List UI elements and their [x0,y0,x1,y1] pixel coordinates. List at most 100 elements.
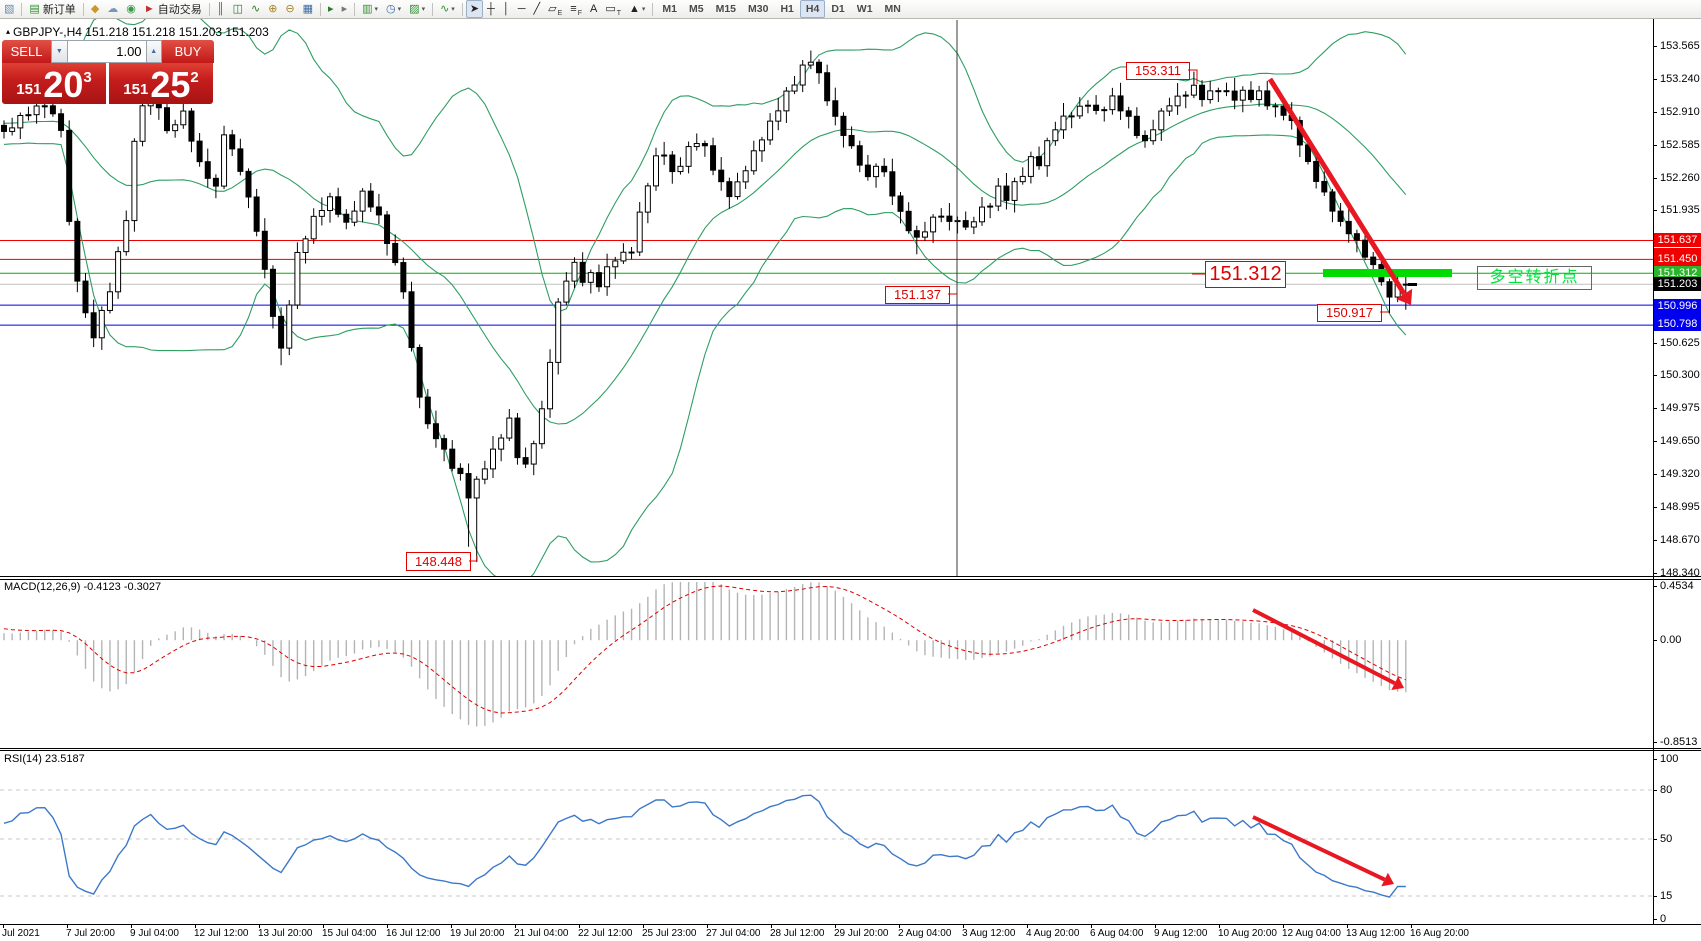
line-chart-icon-glyph: ∿ [250,3,261,15]
price-label-148448[interactable]: 148.448 [406,552,471,571]
macd-tick-label: 0.00 [1660,634,1682,646]
price-line-label: 151.312 [1654,266,1701,280]
tf-m5[interactable]: M5 [689,3,704,15]
price-line-label: 151.637 [1654,233,1701,247]
zoom-out-icon[interactable]: ⊖ [281,0,298,18]
trendline-icon-glyph: ╱ [533,3,541,15]
news-sound-icon[interactable]: ◉ [122,0,140,18]
time-tick [1091,925,1092,928]
text-label-icon[interactable]: ▭ T [605,3,621,17]
time-tick [963,925,964,928]
time-tick-label: 3 Aug 12:00 [962,928,1016,939]
time-tick-label: 19 Jul 20:00 [450,928,505,939]
price-label-151312[interactable]: 151.312 [1205,261,1286,288]
text-icon[interactable]: A [586,0,601,18]
rsi-tick-label: 0 [1660,913,1667,925]
candle-chart-icon-glyph: ◫ [232,3,243,15]
toolbar-separator [461,2,463,16]
pane-divider[interactable] [0,750,1701,751]
rsi-pane-canvas[interactable] [0,751,1653,924]
time-tick [899,925,900,928]
pane-divider[interactable] [0,748,1701,749]
tf-h4[interactable]: H4 [799,0,826,18]
tf-d1[interactable]: D1 [831,3,845,15]
tf-m15[interactable]: M15 [715,3,737,15]
price-tick [1653,540,1657,541]
shift-end-icon-glyph: ▸ [328,3,334,15]
channel-icon[interactable]: ▱ E [548,3,563,17]
eraser-icon[interactable]: ◆ [87,0,103,18]
time-tick [515,925,516,928]
macd-tick-label: 0.4534 [1660,580,1694,592]
sell-button[interactable]: SELL [2,40,52,63]
tf-h1[interactable]: H1 [780,3,794,15]
new-order-button[interactable]: ▤ 新订单 [29,3,76,16]
cursor-icon[interactable]: ➤ [465,0,484,18]
price-tick-label: 149.975 [1660,402,1700,414]
fibonacci-icon-glyph: ≡ [570,3,577,15]
window-chart-icon[interactable]: ▧ [0,0,18,18]
crosshair-icon-glyph: ┼ [487,3,495,15]
template-icon[interactable]: ▨ ▾ [409,3,426,15]
price-tick [1653,178,1657,179]
time-tick [1411,925,1412,928]
trendline-icon[interactable]: ╱ [530,0,545,18]
tile-windows-icon-glyph: ▦ [302,3,314,15]
price-tick-label: 152.910 [1660,106,1700,118]
price-line-label: 151.203 [1654,277,1701,291]
collapse-triangle-icon[interactable]: ▴ [6,27,11,36]
buy-button[interactable]: BUY [161,40,214,63]
macd-tick [1653,742,1657,743]
toolbar-separator [21,2,23,16]
time-tick-label: 10 Aug 20:00 [1218,928,1277,939]
template-icon-glyph: ▨ [409,3,420,15]
cloud-icon[interactable]: ☁ [103,0,122,18]
volume-decrease-button[interactable]: ▼ [51,40,68,63]
toolbar-separator [354,2,356,16]
tf-m30[interactable]: M30 [748,3,769,15]
crosshair-icon[interactable]: ┼ [483,0,499,18]
autoscroll-icon[interactable]: ▸ [338,0,352,18]
price-axis-separator [1653,19,1654,924]
candle-chart-icon[interactable]: ◫ [229,0,247,18]
news-sound-icon-glyph: ◉ [126,3,136,15]
tile-windows-icon[interactable]: ▦ [299,0,317,18]
price-tick [1653,441,1657,442]
zoom-out-icon-glyph: ⊖ [285,3,295,15]
horizontal-line-icon[interactable]: ─ [514,0,530,18]
rsi-tick-label: 100 [1660,753,1679,765]
autotrade-button[interactable]: ► 自动交易 [143,3,202,16]
new-chart-icon[interactable]: ▥ ▾ [362,3,379,15]
volume-input[interactable] [67,40,146,63]
period-clock-icon[interactable]: ◷ ▾ [386,3,402,15]
arrows-shapes-icon[interactable]: ▲ ▾ [629,3,646,15]
bar-chart-icon[interactable]: ║ [213,0,229,18]
price-tick [1653,573,1657,574]
main-chart-canvas[interactable] [0,19,1653,577]
indicators-icon[interactable]: ∿ ▾ [440,3,455,15]
cursor-icon-glyph: ➤ [469,3,480,15]
price-line-label: 150.996 [1654,299,1701,313]
tf-w1[interactable]: W1 [856,3,873,15]
price-label-151137[interactable]: 151.137 [885,286,950,304]
shift-end-icon[interactable]: ▸ [324,0,338,18]
macd-pane-canvas[interactable] [0,580,1653,749]
price-label-150917[interactable]: 150.917 [1317,304,1382,322]
pane-divider[interactable] [0,579,1701,580]
vertical-line-icon[interactable]: │ [499,0,514,18]
buy-price-tile[interactable]: 151 25 2 [109,63,213,104]
zoom-in-icon-glyph: ⊕ [268,3,278,15]
time-tick-label: 28 Jul 12:00 [770,928,825,939]
zoom-in-icon[interactable]: ⊕ [264,0,281,18]
macd-tick [1653,640,1657,641]
tf-m1[interactable]: M1 [662,3,677,15]
note-bull-bear-turning-point[interactable]: 多空转折点 [1477,266,1592,290]
fibonacci-icon[interactable]: ≡ F [570,3,582,17]
volume-increase-button[interactable]: ▲ [145,40,162,63]
tf-mn[interactable]: MN [884,3,901,15]
pane-divider[interactable] [0,576,1701,577]
line-chart-icon[interactable]: ∿ [247,0,264,18]
price-label-153311[interactable]: 153.311 [1126,62,1190,80]
sell-price-tile[interactable]: 151 20 3 [2,63,106,104]
